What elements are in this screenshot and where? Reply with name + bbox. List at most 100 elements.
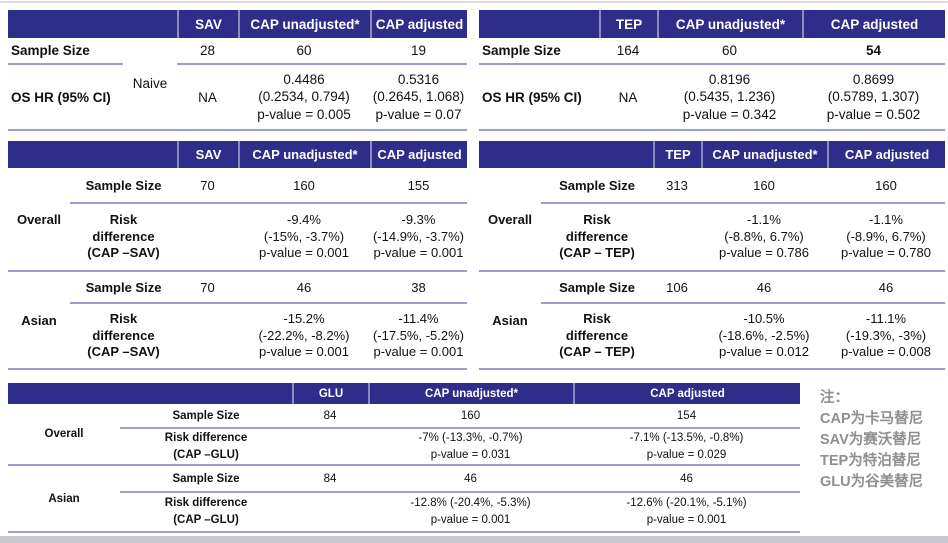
risk-sav-table: SAV CAP unadjusted* CAP adjusted Overall… xyxy=(8,141,467,370)
table-cell: 54 xyxy=(802,38,945,65)
table-cell: 70 xyxy=(177,272,238,304)
table-cell: -9.3% (-14.9%, -3.7%) p-value = 0.001 xyxy=(370,204,467,272)
table-cell: 60 xyxy=(657,38,802,65)
table-cell xyxy=(177,204,238,272)
table-cell xyxy=(177,304,238,368)
sample-size-row-label: Sample Size xyxy=(120,466,292,493)
column-header-tep: TEP xyxy=(653,141,701,168)
table-cell: 46 xyxy=(573,466,800,493)
column-header-cap-unadjusted: CAP unadjusted* xyxy=(238,141,370,168)
table-cell: 38 xyxy=(370,272,467,304)
overall-group-label: Overall xyxy=(8,168,70,272)
sample-size-row-label: Sample Size xyxy=(70,272,177,304)
table-cell xyxy=(653,204,701,272)
table-cell: 60 xyxy=(238,38,370,65)
os-hr-row-label: OS HR (95% CI) xyxy=(11,89,111,105)
table-cell: NA xyxy=(198,89,217,105)
risk-difference-row-label: Risk difference (CAP –GLU) xyxy=(120,429,292,466)
table-cell: 46 xyxy=(368,466,573,493)
table-cell: -1.1% (-8.9%, 6.7%) p-value = 0.780 xyxy=(827,204,945,272)
asian-group-label: Asian xyxy=(492,312,528,328)
table-cell: -11.4% (-17.5%, -5.2%) p-value = 0.001 xyxy=(372,310,465,360)
naive-tep-table: TEP CAP unadjusted* CAP adjusted Sample … xyxy=(479,10,945,131)
sample-size-row-label: Sample Size xyxy=(70,168,177,204)
risk-difference-row-label: Risk difference (CAP –SAV) xyxy=(70,204,177,272)
table-cell: -7% (-13.3%, -0.7%) p-value = 0.031 xyxy=(368,429,573,466)
table-cell: NA xyxy=(618,89,638,105)
column-header-cap-unadjusted: CAP unadjusted* xyxy=(368,383,573,404)
abbreviation-note: 注： CAP为卡马替尼 SAV为赛沃替尼 TEP为特泊替尼 GLU为谷美替尼 xyxy=(820,388,923,493)
table-cell: -15.2% (-22.2%, -8.2%) p-value = 0.001 xyxy=(258,310,350,360)
column-header-cap-adjusted: CAP adjusted xyxy=(573,383,800,404)
note-line-glu: GLU为谷美替尼 xyxy=(820,474,924,490)
table-cell xyxy=(653,304,701,368)
table-cell: 46 xyxy=(238,272,370,304)
column-header-cap-unadjusted: CAP unadjusted* xyxy=(657,10,802,38)
header-blank xyxy=(479,141,653,168)
table-cell: -11.1% (-19.3%, -3%) p-value = 0.008 xyxy=(841,310,931,360)
column-header-glu: GLU xyxy=(292,383,368,404)
table-cell: 0.8196 (0.5435, 1.236) p-value = 0.342 xyxy=(682,71,777,122)
page-bottom-edge xyxy=(0,536,948,543)
risk-difference-row-label: Risk difference (CAP –SAV) xyxy=(87,310,160,360)
table-cell: 160 xyxy=(368,404,573,429)
table-cell: 160 xyxy=(238,168,370,204)
sample-size-row-label: Sample Size xyxy=(479,38,599,65)
table-cell: 155 xyxy=(370,168,467,204)
sample-size-row-label: Sample Size xyxy=(120,404,292,429)
table-cell: 0.5316 (0.2645, 1.068) p-value = 0.07 xyxy=(372,71,465,122)
table-cell: 46 xyxy=(827,272,945,304)
table-cell: -12.8% (-20.4%, -5.3%) p-value = 0.001 xyxy=(410,497,531,526)
table-cell: -10.5% (-18.6%, -2.5%) p-value = 0.012 xyxy=(718,310,810,360)
risk-difference-row-label: Risk difference (CAP – TEP) xyxy=(559,310,635,360)
page-top-edge xyxy=(0,1,948,3)
column-header-sav: SAV xyxy=(177,10,238,38)
overall-group-label: Overall xyxy=(8,404,120,466)
table-cell: 154 xyxy=(573,404,800,429)
risk-glu-table: GLU CAP unadjusted* CAP adjusted Overall… xyxy=(8,383,800,533)
table-cell: 19 xyxy=(370,38,467,65)
table-cell: 106 xyxy=(653,272,701,304)
table-cell xyxy=(292,493,368,531)
sample-size-row-label: Sample Size xyxy=(541,168,653,204)
risk-difference-row-label: Risk difference (CAP –GLU) xyxy=(164,497,248,526)
asian-group-label: Asian xyxy=(21,312,57,328)
naive-group-label: Naive xyxy=(132,76,168,91)
table-cell: -12.6% (-20.1%, -5.1%) p-value = 0.001 xyxy=(626,497,747,526)
table-cell: -7.1% (-13.5%, -0.8%) p-value = 0.029 xyxy=(573,429,800,466)
table-cell: 313 xyxy=(653,168,701,204)
header-blank xyxy=(8,141,177,168)
os-hr-row-label: OS HR (95% CI) xyxy=(482,89,582,105)
table-cell: 28 xyxy=(177,38,238,65)
table-cell: 0.4486 (0.2534, 0.794) p-value = 0.005 xyxy=(257,71,351,122)
asian-group-label: Asian xyxy=(48,492,80,505)
note-line-cap: CAP为卡马替尼 xyxy=(820,411,924,427)
table-cell: -1.1% (-8.8%, 6.7%) p-value = 0.786 xyxy=(701,204,827,272)
header-blank xyxy=(479,10,599,38)
column-header-cap-unadjusted: CAP unadjusted* xyxy=(238,10,370,38)
overall-group-label: Overall xyxy=(479,168,541,272)
risk-difference-row-label: Risk difference (CAP – TEP) xyxy=(541,204,653,272)
header-blank xyxy=(8,383,292,404)
table-cell: 84 xyxy=(292,404,368,429)
sample-size-row-label: Sample Size xyxy=(541,272,653,304)
note-line-sav: SAV为赛沃替尼 xyxy=(820,432,922,448)
header-blank xyxy=(8,10,177,38)
column-header-cap-adjusted: CAP adjusted xyxy=(370,141,467,168)
note-title: 注： xyxy=(820,390,849,406)
column-header-tep: TEP xyxy=(599,10,657,38)
column-header-cap-adjusted: CAP adjusted xyxy=(827,141,945,168)
table-cell xyxy=(292,429,368,466)
column-header-cap-adjusted: CAP adjusted xyxy=(802,10,945,38)
table-cell: -9.4% (-15%, -3.7%) p-value = 0.001 xyxy=(238,204,370,272)
column-header-cap-unadjusted: CAP unadjusted* xyxy=(701,141,827,168)
table-cell: 160 xyxy=(827,168,945,204)
note-line-tep: TEP为特泊替尼 xyxy=(820,453,921,469)
table-cell: 164 xyxy=(599,38,657,65)
sample-size-row-label: Sample Size xyxy=(8,38,123,65)
table-cell: 0.8699 (0.5789, 1.307) p-value = 0.502 xyxy=(826,71,921,122)
risk-tep-table: TEP CAP unadjusted* CAP adjusted Overall… xyxy=(479,141,945,370)
naive-sav-table: SAV CAP unadjusted* CAP adjusted Sample … xyxy=(8,10,467,131)
table-cell: 84 xyxy=(292,466,368,493)
